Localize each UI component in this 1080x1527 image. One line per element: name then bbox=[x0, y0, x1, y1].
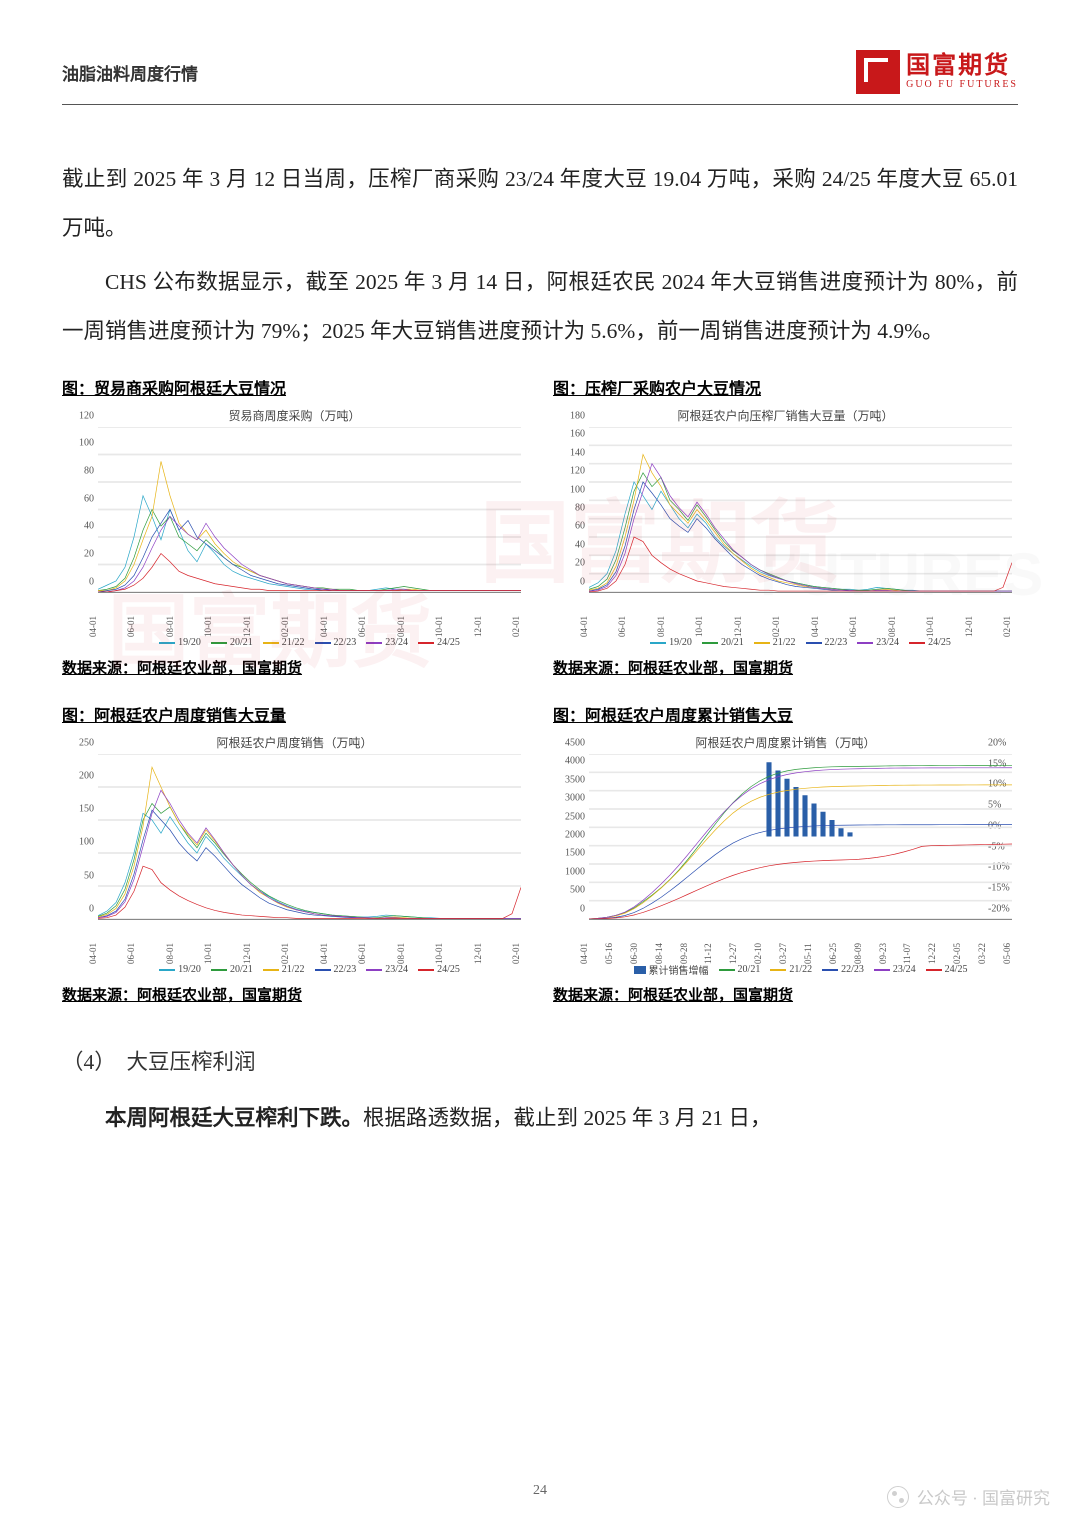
chart-inner-title: 阿根廷农户周度累计销售（万吨） bbox=[553, 730, 1018, 751]
chart-block: 图：阿根廷农户周度销售大豆量阿根廷农户周度销售（万吨）0501001502002… bbox=[62, 702, 527, 1023]
footer-attribution: 公众号 · 国富研究 bbox=[887, 1484, 1050, 1509]
chart-block: 图：阿根廷农户周度累计销售大豆阿根廷农户周度累计销售（万吨）0500100015… bbox=[553, 702, 1018, 1023]
body-text: 截止到 2025 年 3 月 12 日当周，压榨厂商采购 23/24 年度大豆 … bbox=[62, 155, 1018, 357]
chart-legend: 19/2020/2121/2222/2323/2424/25 bbox=[98, 635, 521, 651]
chart-source: 数据来源：阿根廷农业部，国富期货 bbox=[553, 984, 1018, 1005]
tail-text: 本周阿根廷大豆榨利下跌。根据路透数据，截止到 2025 年 3 月 21 日， bbox=[62, 1094, 1018, 1143]
chart-caption: 图：压榨厂采购农户大豆情况 bbox=[553, 375, 1018, 399]
logo-mark-icon bbox=[856, 50, 900, 94]
chart-caption: 图：贸易商采购阿根廷大豆情况 bbox=[62, 375, 527, 399]
chart-plot: 贸易商周度采购（万吨）02040608010012004-0106-0108-0… bbox=[62, 403, 527, 651]
logo-cn: 国富期货 bbox=[906, 54, 1018, 78]
chart-caption: 图：阿根廷农户周度累计销售大豆 bbox=[553, 702, 1018, 726]
chart-block: 图：贸易商采购阿根廷大豆情况贸易商周度采购（万吨）020406080100120… bbox=[62, 375, 527, 696]
chart-legend: 累计销售增幅20/2121/2222/2323/2424/25 bbox=[589, 962, 1012, 978]
chart-plot: 阿根廷农户周度销售（万吨）05010015020025004-0106-0108… bbox=[62, 730, 527, 978]
header-title: 油脂油料周度行情 bbox=[62, 60, 198, 85]
chart-inner-title: 阿根廷农户周度销售（万吨） bbox=[62, 730, 527, 751]
chart-block: 图：压榨厂采购农户大豆情况阿根廷农户向压榨厂销售大豆量（万吨）020406080… bbox=[553, 375, 1018, 696]
chart-plot: 阿根廷农户周度累计销售（万吨）0500100015002000250030003… bbox=[553, 730, 1018, 978]
chart-plot: 阿根廷农户向压榨厂销售大豆量（万吨）0204060801001201401601… bbox=[553, 403, 1018, 651]
paragraph-2: CHS 公布数据显示，截至 2025 年 3 月 14 日，阿根廷农民 2024… bbox=[62, 258, 1018, 357]
brand-logo: 国富期货 GUO FU FUTURES bbox=[856, 50, 1018, 94]
chart-inner-title: 阿根廷农户向压榨厂销售大豆量（万吨） bbox=[553, 403, 1018, 424]
logo-en: GUO FU FUTURES bbox=[906, 80, 1018, 90]
charts-grid: 图：贸易商采购阿根廷大豆情况贸易商周度采购（万吨）020406080100120… bbox=[62, 375, 1018, 1023]
section-heading: （4） 大豆压榨利润 bbox=[62, 1045, 1018, 1076]
chart-inner-title: 贸易商周度采购（万吨） bbox=[62, 403, 527, 424]
chart-caption: 图：阿根廷农户周度销售大豆量 bbox=[62, 702, 527, 726]
chart-source: 数据来源：阿根廷农业部，国富期货 bbox=[62, 657, 527, 678]
chart-source: 数据来源：阿根廷农业部，国富期货 bbox=[62, 984, 527, 1005]
chart-source: 数据来源：阿根廷农业部，国富期货 bbox=[553, 657, 1018, 678]
wechat-icon bbox=[887, 1486, 909, 1508]
paragraph-1: 截止到 2025 年 3 月 12 日当周，压榨厂商采购 23/24 年度大豆 … bbox=[62, 155, 1018, 254]
chart-legend: 19/2020/2121/2222/2323/2424/25 bbox=[589, 635, 1012, 651]
page-header: 油脂油料周度行情 国富期货 GUO FU FUTURES bbox=[62, 50, 1018, 105]
chart-legend: 19/2020/2121/2222/2323/2424/25 bbox=[98, 962, 521, 978]
